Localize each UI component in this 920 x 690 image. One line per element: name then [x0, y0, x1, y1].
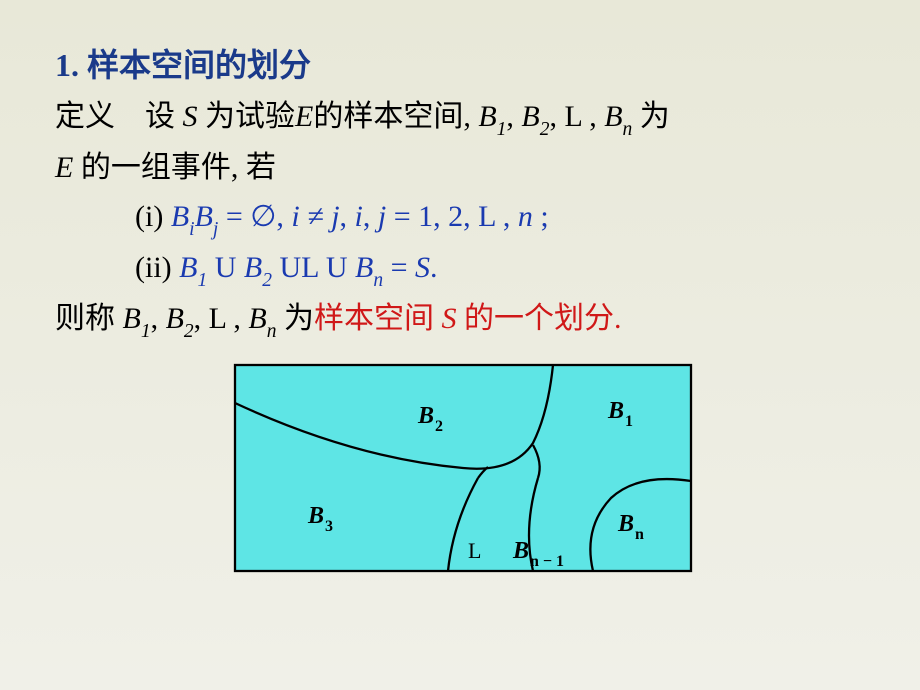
- highlight-text: 样本空间 S 的一个划分.: [314, 302, 622, 335]
- comma: ,: [151, 302, 166, 335]
- svg-text:n − 1: n − 1: [530, 553, 564, 570]
- label-i: (i): [135, 200, 171, 233]
- text: 为: [632, 100, 670, 133]
- label-ii: (ii): [135, 251, 179, 284]
- var-E: E: [295, 100, 313, 133]
- ellipsis-L: L: [564, 100, 581, 133]
- svg-text:B: B: [617, 511, 634, 537]
- math-cond2: B1 U B2 UL U Bn = S.: [179, 251, 437, 284]
- svg-text:L: L: [468, 538, 481, 563]
- text: 为试验: [198, 100, 296, 133]
- var-B2: B2: [521, 100, 549, 133]
- text: 定义 设: [55, 100, 183, 133]
- text: 为: [276, 302, 314, 335]
- text: 的一组事件, 若: [73, 151, 276, 184]
- condition-1: (i) BiBj = ∅, i ≠ j, i, j = 1, 2, L , n …: [135, 194, 870, 243]
- svg-text:B: B: [607, 398, 624, 424]
- var-Bn: Bn: [248, 302, 276, 335]
- definition-line-2: E 的一组事件, 若: [55, 145, 870, 192]
- math-cond1: BiBj = ∅, i ≠ j, i, j = 1, 2, L , n ;: [171, 200, 549, 233]
- var-S: S: [183, 100, 198, 133]
- ellipsis-L: L: [209, 302, 226, 335]
- comma: ,: [226, 302, 249, 335]
- var-E: E: [55, 151, 73, 184]
- var-B1: B1: [123, 302, 151, 335]
- svg-text:B: B: [307, 503, 324, 529]
- comma: ,: [506, 100, 521, 133]
- text: 则称: [55, 302, 123, 335]
- svg-text:B: B: [512, 538, 529, 564]
- comma: ,: [194, 302, 209, 335]
- var-Bn: Bn: [604, 100, 632, 133]
- condition-2: (ii) B1 U B2 UL U Bn = S.: [135, 245, 870, 294]
- svg-text:n: n: [635, 526, 644, 543]
- svg-text:3: 3: [325, 518, 333, 535]
- comma: ,: [549, 100, 564, 133]
- svg-text:1: 1: [625, 413, 633, 430]
- text: ,: [340, 200, 355, 233]
- svg-text:B: B: [417, 403, 434, 429]
- section-heading: 1. 样本空间的划分: [55, 40, 870, 86]
- svg-text:2: 2: [435, 418, 443, 435]
- definition-line-1: 定义 设 S 为试验E的样本空间, B1, B2, L , Bn 为: [55, 94, 870, 143]
- partition-diagram: B1B2B3Bn − 1BnL: [55, 363, 870, 573]
- text: 的样本空间,: [313, 100, 478, 133]
- partition-svg: B1B2B3Bn − 1BnL: [233, 363, 693, 573]
- var-B2: B2: [166, 302, 194, 335]
- var-B1: B1: [478, 100, 506, 133]
- conclusion-line: 则称 B1, B2, L , Bn 为样本空间 S 的一个划分.: [55, 296, 870, 345]
- comma: ,: [582, 100, 605, 133]
